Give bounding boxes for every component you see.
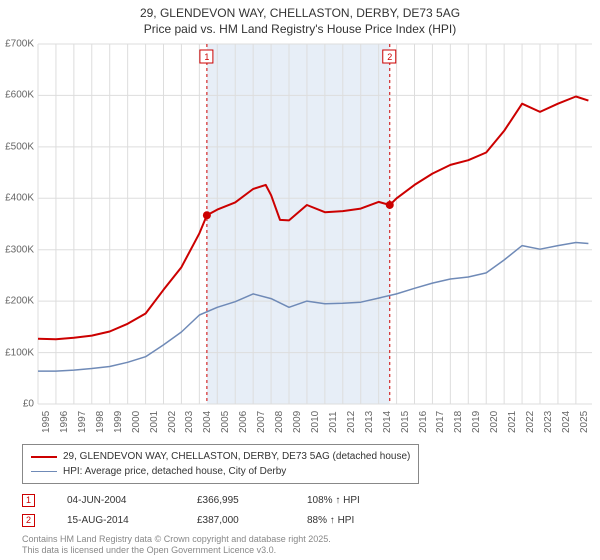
sales-marker-2: 2 xyxy=(22,514,35,527)
sales-row-1: 1 04-JUN-2004 £366,995 108% ↑ HPI xyxy=(22,490,417,510)
x-tick-label: 2013 xyxy=(364,411,375,433)
sales-marker-1-num: 1 xyxy=(26,495,31,505)
title-line2: Price paid vs. HM Land Registry's House … xyxy=(0,22,600,38)
chart-area: 12 £0£100K£200K£300K£400K£500K£600K£700K xyxy=(38,44,592,404)
y-tick-label: £700K xyxy=(5,39,38,50)
x-tick-label: 2015 xyxy=(400,411,411,433)
y-tick-label: £100K xyxy=(5,347,38,358)
x-tick-label: 2014 xyxy=(382,411,393,433)
x-tick-label: 1999 xyxy=(113,411,124,433)
sales-table: 1 04-JUN-2004 £366,995 108% ↑ HPI 2 15-A… xyxy=(22,490,417,530)
sales-date-2: 15-AUG-2014 xyxy=(67,515,197,526)
sales-pct-1: 108% ↑ HPI xyxy=(307,495,417,506)
legend-box: 29, GLENDEVON WAY, CHELLASTON, DERBY, DE… xyxy=(22,444,419,484)
x-tick-label: 1997 xyxy=(77,411,88,433)
sales-price-2: £387,000 xyxy=(197,515,307,526)
y-tick-label: £0 xyxy=(23,399,38,410)
sales-date-1: 04-JUN-2004 xyxy=(67,495,197,506)
svg-text:1: 1 xyxy=(204,52,209,62)
x-tick-label: 2001 xyxy=(149,411,160,433)
x-tick-label: 1998 xyxy=(95,411,106,433)
footer: Contains HM Land Registry data © Crown c… xyxy=(22,534,331,556)
sales-marker-1: 1 xyxy=(22,494,35,507)
svg-text:2: 2 xyxy=(387,52,392,62)
x-tick-label: 2022 xyxy=(525,411,536,433)
legend-row-1: 29, GLENDEVON WAY, CHELLASTON, DERBY, DE… xyxy=(31,449,410,464)
x-tick-label: 2009 xyxy=(292,411,303,433)
x-axis: 1995 1996 1997 1998 1999 2000 2001 2002 2003 2004… xyxy=(38,406,592,436)
x-tick-label: 2004 xyxy=(202,411,213,433)
title-block: 29, GLENDEVON WAY, CHELLASTON, DERBY, DE… xyxy=(0,0,600,37)
legend-swatch-2 xyxy=(31,471,57,472)
legend-row-2: HPI: Average price, detached house, City… xyxy=(31,464,410,479)
x-tick-label: 2006 xyxy=(238,411,249,433)
chart-container: 29, GLENDEVON WAY, CHELLASTON, DERBY, DE… xyxy=(0,0,600,560)
x-tick-label: 2005 xyxy=(220,411,231,433)
x-tick-label: 2010 xyxy=(310,411,321,433)
footer-line1: Contains HM Land Registry data © Crown c… xyxy=(22,534,331,545)
x-tick-label: 2003 xyxy=(184,411,195,433)
x-tick-label: 2024 xyxy=(561,411,572,433)
y-tick-label: £300K xyxy=(5,244,38,255)
x-tick-label: 2017 xyxy=(435,411,446,433)
x-tick-label: 2002 xyxy=(167,411,178,433)
x-tick-label: 1995 xyxy=(41,411,52,433)
footer-line2: This data is licensed under the Open Gov… xyxy=(22,545,331,556)
legend-swatch-1 xyxy=(31,456,57,458)
sales-pct-2: 88% ↑ HPI xyxy=(307,515,417,526)
x-tick-label: 2025 xyxy=(579,411,590,433)
x-tick-label: 2000 xyxy=(131,411,142,433)
x-tick-label: 2018 xyxy=(453,411,464,433)
x-tick-label: 2021 xyxy=(507,411,518,433)
sales-marker-2-num: 2 xyxy=(26,515,31,525)
y-tick-label: £200K xyxy=(5,296,38,307)
y-tick-label: £600K xyxy=(5,90,38,101)
x-tick-label: 1996 xyxy=(59,411,70,433)
y-tick-label: £500K xyxy=(5,141,38,152)
legend-label-1: 29, GLENDEVON WAY, CHELLASTON, DERBY, DE… xyxy=(63,449,410,464)
x-tick-label: 2012 xyxy=(346,411,357,433)
x-tick-label: 2007 xyxy=(256,411,267,433)
chart-svg: 12 xyxy=(38,44,592,404)
x-tick-label: 2023 xyxy=(543,411,554,433)
x-tick-label: 2011 xyxy=(328,411,339,433)
x-tick-label: 2016 xyxy=(418,411,429,433)
sales-price-1: £366,995 xyxy=(197,495,307,506)
legend-label-2: HPI: Average price, detached house, City… xyxy=(63,464,286,479)
y-tick-label: £400K xyxy=(5,193,38,204)
x-tick-label: 2019 xyxy=(471,411,482,433)
x-tick-label: 2008 xyxy=(274,411,285,433)
x-tick-label: 2020 xyxy=(489,411,500,433)
sales-row-2: 2 15-AUG-2014 £387,000 88% ↑ HPI xyxy=(22,510,417,530)
title-line1: 29, GLENDEVON WAY, CHELLASTON, DERBY, DE… xyxy=(0,6,600,22)
